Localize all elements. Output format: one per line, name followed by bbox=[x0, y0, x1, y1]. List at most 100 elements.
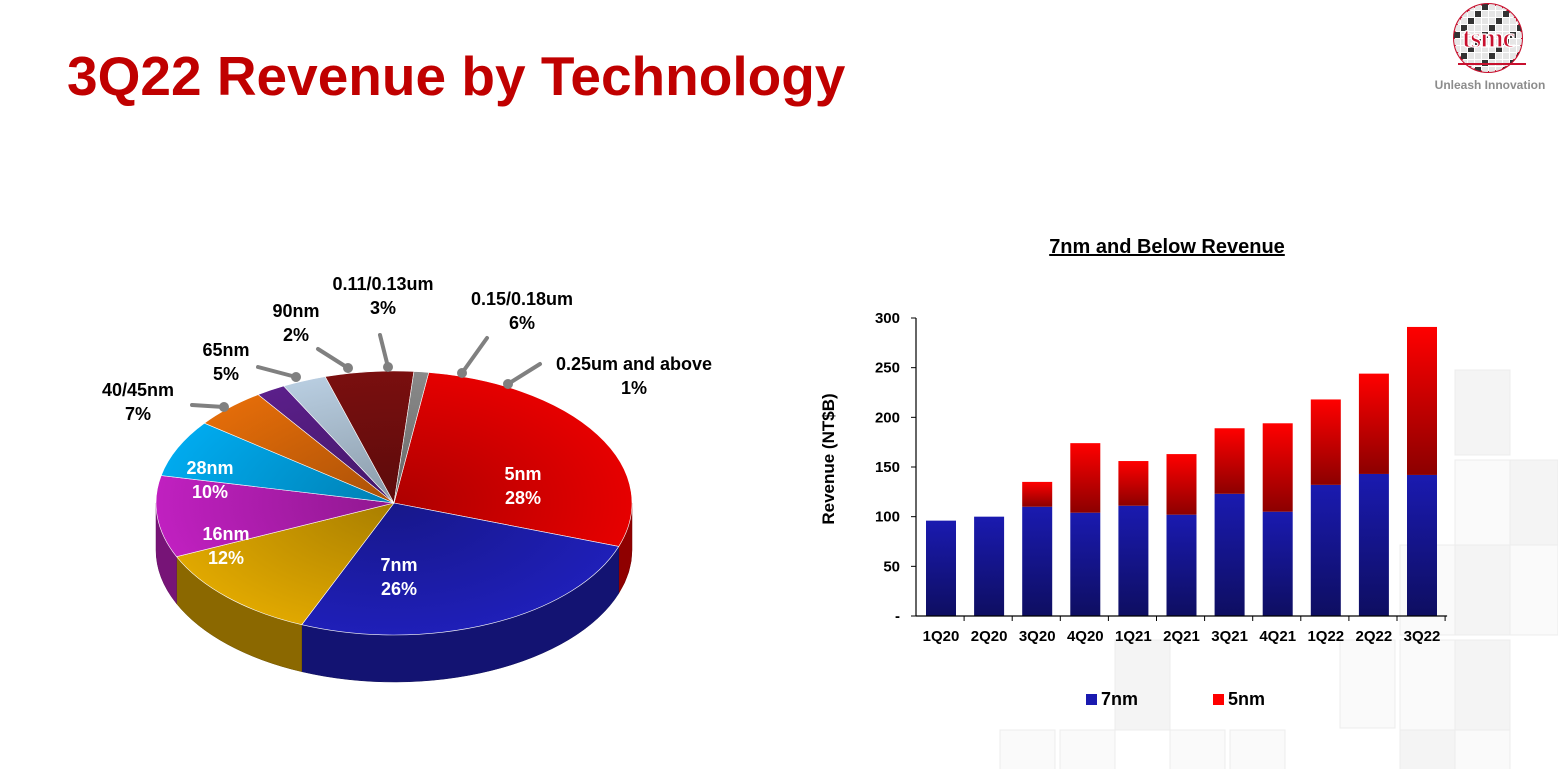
bar-5nm-4q20 bbox=[1070, 443, 1101, 513]
logo-wafer-die bbox=[1496, 4, 1502, 10]
logo-wafer-die bbox=[1482, 25, 1488, 31]
pie-leader-dot-65nm bbox=[291, 372, 301, 382]
logo-wafer-die bbox=[1496, 11, 1502, 17]
bar-7nm-3q20 bbox=[1022, 506, 1053, 616]
logo-wafer-die bbox=[1517, 25, 1522, 31]
logo-wafer-die bbox=[1503, 25, 1509, 31]
background-tile bbox=[1454, 459, 1511, 546]
logo-wafer-die bbox=[1475, 46, 1481, 52]
pie-label-7nm: 7nm bbox=[380, 555, 417, 575]
x-tick-label: 3Q20 bbox=[1019, 628, 1056, 645]
background-tile bbox=[1399, 639, 1456, 731]
logo-wafer-die bbox=[1461, 39, 1467, 45]
logo-wafer-die bbox=[1510, 4, 1516, 10]
legend-7nm: 7nm bbox=[1086, 688, 1138, 710]
logo-wafer-die bbox=[1461, 18, 1467, 24]
pie-leader-dot-0-11-0-13um bbox=[383, 362, 393, 372]
logo-wafer-die bbox=[1489, 11, 1495, 17]
logo-wafer-die bbox=[1489, 39, 1495, 45]
pie-leader-40-45nm bbox=[190, 403, 226, 409]
background-tile bbox=[1059, 729, 1116, 769]
logo-wafer-die bbox=[1496, 25, 1502, 31]
y-tick-label: 150 bbox=[875, 459, 900, 476]
pie-label-40-45nm: 40/45nm bbox=[102, 380, 174, 400]
logo-wafer-die bbox=[1503, 32, 1509, 38]
pie-label-16nm: 16nm bbox=[202, 524, 249, 544]
logo-wafer-die bbox=[1510, 53, 1516, 59]
legend-5nm: 5nm bbox=[1213, 688, 1265, 710]
bar-5nm-3q21 bbox=[1214, 428, 1245, 494]
logo-wafer-die bbox=[1454, 67, 1460, 72]
x-tick-label: 4Q20 bbox=[1067, 628, 1104, 645]
logo-wafer-die bbox=[1496, 18, 1502, 24]
bar-5nm-2q22 bbox=[1358, 373, 1389, 474]
x-tick-label: 1Q20 bbox=[923, 628, 960, 645]
bar-7nm-2q21 bbox=[1166, 514, 1197, 616]
pie-value-28nm: 10% bbox=[192, 482, 228, 502]
logo-wafer-die bbox=[1517, 4, 1522, 10]
logo-wafer-die bbox=[1461, 4, 1467, 10]
y-tick-label: - bbox=[895, 608, 900, 625]
x-tick-label: 2Q22 bbox=[1356, 628, 1393, 645]
legend-swatch-7nm bbox=[1086, 693, 1097, 705]
pie-leader-0-25um-and-above bbox=[506, 362, 542, 386]
x-tick-label: 1Q22 bbox=[1307, 628, 1344, 645]
y-axis-label: Revenue (NT$B) bbox=[819, 393, 838, 525]
bar-7nm-3q21 bbox=[1214, 493, 1245, 616]
logo-wafer-die bbox=[1482, 32, 1488, 38]
background-tile bbox=[1339, 639, 1396, 729]
logo-wafer-die bbox=[1475, 11, 1481, 17]
logo-wafer-die bbox=[1482, 18, 1488, 24]
logo-wafer-die bbox=[1489, 53, 1495, 59]
bar-7nm-2q22 bbox=[1358, 473, 1389, 616]
bar-7nm-2q20 bbox=[974, 516, 1005, 616]
pie-label-0-15-0-18um: 0.15/0.18um bbox=[471, 289, 573, 309]
logo-wafer-die bbox=[1489, 18, 1495, 24]
bar-chart-title: 7nm and Below Revenue bbox=[1049, 236, 1285, 258]
pie-leader-0-15-0-18um bbox=[460, 336, 489, 375]
logo-wafer-die bbox=[1461, 67, 1467, 72]
background-tile bbox=[1509, 544, 1558, 636]
logo-wafer-die bbox=[1496, 53, 1502, 59]
logo-wafer-die bbox=[1475, 18, 1481, 24]
logo-wafer-die bbox=[1482, 11, 1488, 17]
background-tile bbox=[999, 729, 1056, 769]
logo-wafer-die bbox=[1496, 46, 1502, 52]
background-tile bbox=[1169, 729, 1226, 769]
pie-slice-7nm bbox=[301, 502, 620, 636]
background-tile bbox=[1509, 459, 1558, 546]
pie-value-90nm: 2% bbox=[283, 325, 309, 345]
logo-wafer-die bbox=[1461, 32, 1467, 38]
pie-slice-0-25um-and-above bbox=[393, 371, 430, 504]
y-tick-label: 300 bbox=[875, 310, 900, 327]
logo-wafer-die bbox=[1489, 25, 1495, 31]
pie-value-65nm: 5% bbox=[213, 364, 239, 384]
pie-label-90nm: 90nm bbox=[272, 301, 319, 321]
logo-wafer-die bbox=[1482, 53, 1488, 59]
logo-wafer-die bbox=[1454, 39, 1460, 45]
bar-5nm-4q21 bbox=[1262, 423, 1293, 512]
background-tile bbox=[1114, 639, 1171, 731]
background-tile bbox=[1399, 729, 1456, 769]
legend-swatch-5nm bbox=[1213, 693, 1224, 705]
pie-value-5nm: 28% bbox=[505, 488, 541, 508]
logo-wafer-die bbox=[1454, 32, 1460, 38]
logo-wafer-die bbox=[1461, 46, 1467, 52]
logo-wafer-die bbox=[1475, 4, 1481, 10]
x-tick-label: 3Q21 bbox=[1211, 628, 1248, 645]
bar-5nm-1q21 bbox=[1118, 461, 1149, 506]
logo-wafer-die bbox=[1475, 25, 1481, 31]
y-tick-label: 250 bbox=[875, 360, 900, 377]
logo-wafer-die bbox=[1461, 11, 1467, 17]
logo-wafer-die bbox=[1517, 11, 1522, 17]
logo-wafer-die bbox=[1475, 39, 1481, 45]
logo-wafer-die bbox=[1489, 67, 1495, 72]
pie-slice-16nm bbox=[176, 502, 395, 626]
background-tile bbox=[1454, 729, 1511, 769]
logo-wafer-die bbox=[1454, 46, 1460, 52]
logo-wafer-die bbox=[1503, 46, 1509, 52]
y-tick-label: 100 bbox=[875, 509, 900, 526]
logo-wafer-die bbox=[1468, 18, 1474, 24]
logo-wafer-die bbox=[1468, 25, 1474, 31]
